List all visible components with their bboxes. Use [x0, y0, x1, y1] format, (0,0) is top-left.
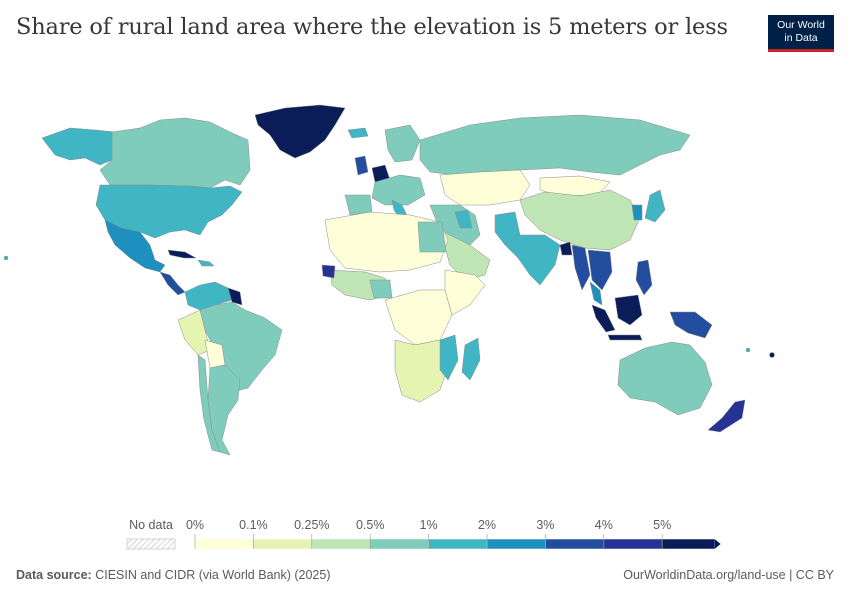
- region-new-guinea[interactable]: [669, 311, 713, 339]
- region-argentina[interactable]: [207, 364, 241, 456]
- region-madagascar[interactable]: [461, 337, 481, 381]
- region-indochina[interactable]: [587, 249, 613, 291]
- region-central-africa[interactable]: [384, 289, 453, 346]
- region-north-africa[interactable]: [324, 211, 449, 273]
- legend-bin-2[interactable]: [311, 538, 371, 550]
- region-central-asia[interactable]: [439, 169, 531, 206]
- region-central-europe[interactable]: [371, 174, 426, 206]
- footer-source-label: Data source:: [16, 568, 92, 582]
- region-new-zealand[interactable]: [707, 399, 746, 433]
- legend-tick-label: 0.25%: [294, 518, 329, 532]
- region-central-america[interactable]: [159, 271, 186, 296]
- region-caribbean[interactable]: [197, 259, 215, 267]
- region-guianas[interactable]: [227, 287, 243, 306]
- region-sumatra[interactable]: [591, 304, 616, 333]
- legend-bin-5[interactable]: [486, 538, 546, 550]
- region-southern-africa[interactable]: [394, 339, 451, 403]
- region-russia[interactable]: [419, 114, 691, 176]
- region-alaska[interactable]: [41, 127, 116, 166]
- region-greenland[interactable]: [254, 104, 346, 159]
- legend-arrow: [714, 539, 721, 549]
- region-japan[interactable]: [644, 189, 666, 223]
- legend-tick-label: 1%: [420, 518, 438, 532]
- footer-source-text[interactable]: CIESIN and CIDR (via World Bank) (2025): [95, 568, 331, 582]
- region-myanmar[interactable]: [571, 244, 591, 291]
- region-china[interactable]: [519, 189, 641, 251]
- owid-logo[interactable]: Our World in Data: [768, 15, 834, 52]
- region-senegal[interactable]: [321, 264, 336, 279]
- region-bangladesh[interactable]: [559, 241, 573, 256]
- legend-tick-label: 4%: [595, 518, 613, 532]
- region-iberia[interactable]: [344, 194, 373, 216]
- region-java[interactable]: [607, 334, 643, 341]
- legend-bin-4[interactable]: [428, 538, 488, 550]
- region-australia[interactable]: [617, 341, 713, 416]
- logo-line-1: Our World: [777, 19, 825, 31]
- region-thailand[interactable]: [589, 281, 603, 306]
- region-cuba[interactable]: [167, 249, 197, 259]
- region-nigeria[interactable]: [369, 279, 393, 299]
- color-legend: No data 0% 0.1% 0.25% 0.5% 1% 2% 3% 4% 5%: [126, 518, 721, 550]
- legend-bin-7[interactable]: [603, 538, 663, 550]
- legend-bin-0[interactable]: [194, 538, 254, 550]
- region-mexico[interactable]: [104, 219, 166, 273]
- legend-no-data-swatch: [126, 538, 176, 550]
- logo-line-2: in Data: [784, 32, 818, 44]
- region-island-pacific[interactable]: [769, 352, 775, 358]
- legend-tick-label: 3%: [536, 518, 554, 532]
- legend-tick-label: 5%: [653, 518, 671, 532]
- legend-tick-label: 0%: [186, 518, 204, 532]
- world-map: [3, 104, 775, 456]
- region-mozambique[interactable]: [439, 334, 459, 381]
- legend-bin-8[interactable]: [661, 538, 715, 550]
- region-india[interactable]: [504, 234, 561, 286]
- region-egypt[interactable]: [417, 221, 447, 253]
- footer-source: Data source: CIESIN and CIDR (via World …: [16, 568, 331, 582]
- legend-tick-label: 2%: [478, 518, 496, 532]
- chart-title: Share of rural land area where the eleva…: [16, 14, 728, 40]
- region-island-fiji[interactable]: [745, 347, 751, 353]
- footer-url[interactable]: OurWorldinData.org/land-use | CC BY: [623, 568, 834, 582]
- region-borneo[interactable]: [614, 294, 643, 326]
- legend-tick-label: 0.1%: [239, 518, 268, 532]
- legend-bin-3[interactable]: [369, 538, 429, 550]
- region-scandinavia[interactable]: [384, 124, 421, 163]
- legend-tick-label: 0.5%: [356, 518, 385, 532]
- region-island-hawaii[interactable]: [3, 255, 9, 261]
- region-philippines[interactable]: [635, 259, 653, 296]
- legend-bin-1[interactable]: [253, 538, 313, 550]
- legend-bin-6[interactable]: [545, 538, 605, 550]
- region-iceland[interactable]: [347, 127, 369, 139]
- region-east-africa[interactable]: [444, 269, 486, 316]
- region-arabia[interactable]: [439, 229, 491, 281]
- region-uk[interactable]: [354, 155, 369, 176]
- region-canada[interactable]: [99, 117, 251, 189]
- region-korea[interactable]: [631, 204, 643, 221]
- region-iraq[interactable]: [454, 209, 473, 229]
- legend-no-data-label: No data: [129, 518, 173, 532]
